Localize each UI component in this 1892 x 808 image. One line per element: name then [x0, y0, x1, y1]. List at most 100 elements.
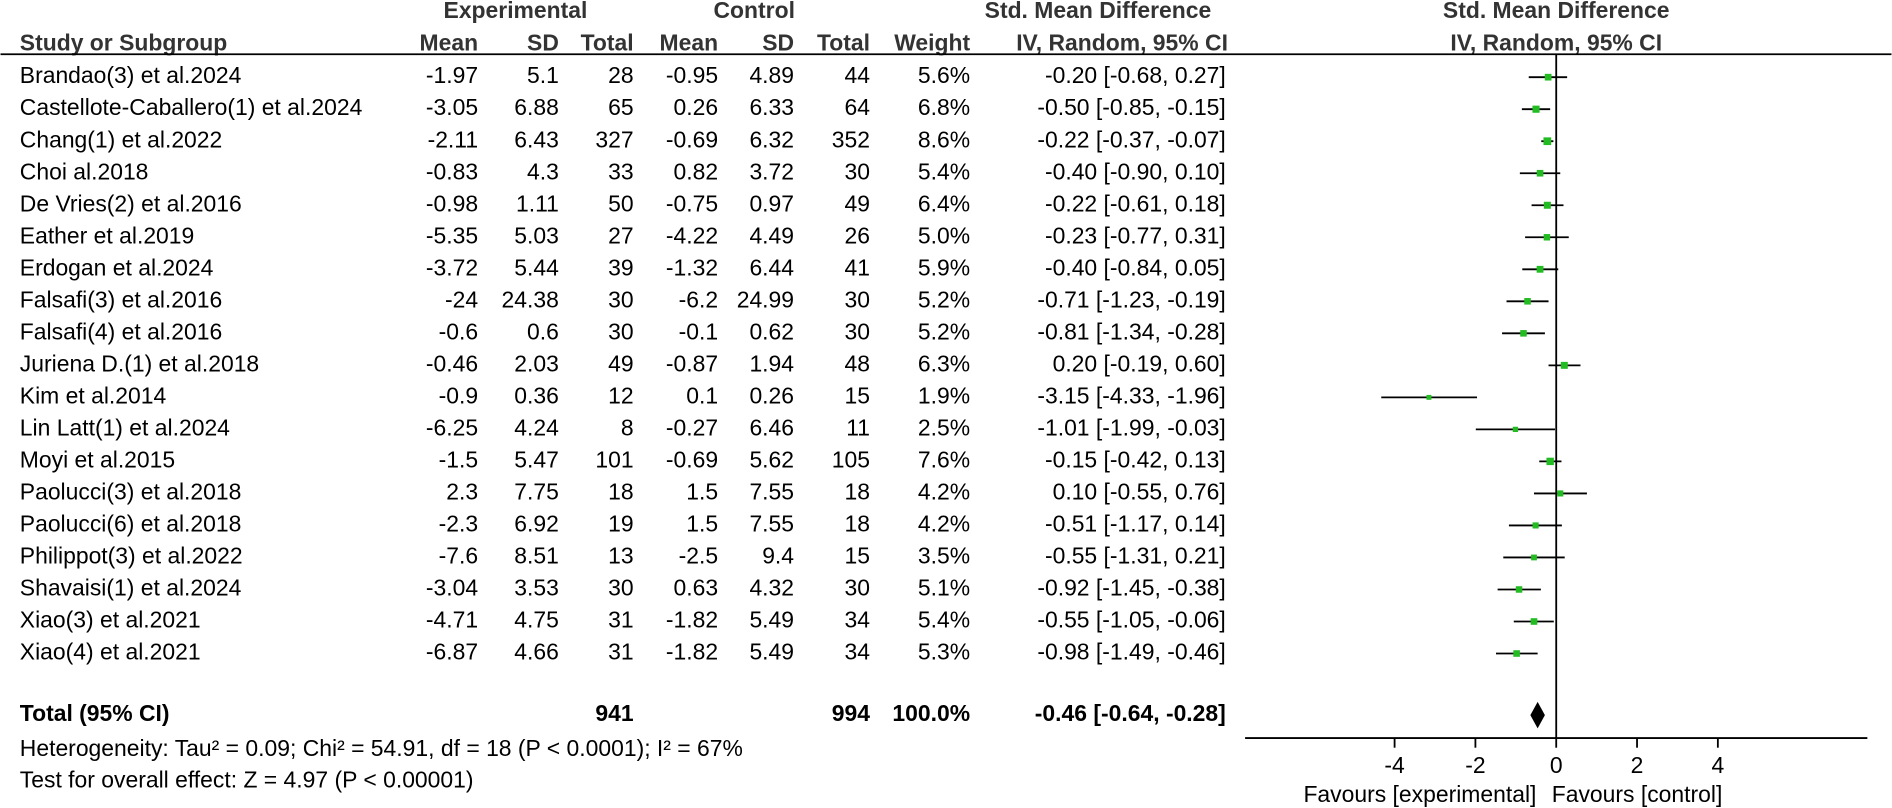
effect-marker — [1530, 618, 1538, 625]
x-tick-label: -2 — [1465, 752, 1485, 778]
table-cell: -0.87 — [666, 350, 718, 376]
table-cell: -0.98 [-1.49, -0.46] — [1037, 639, 1225, 665]
table-cell: 18 — [608, 478, 633, 504]
table-cell: 0.36 — [514, 382, 559, 408]
study-name: Kim et al.2014 — [20, 382, 167, 408]
table-cell: -0.40 [-0.90, 0.10] — [1045, 158, 1226, 184]
effect-marker — [1536, 265, 1544, 273]
table-cell: -0.27 — [666, 414, 718, 440]
table-cell: 6.92 — [514, 510, 559, 536]
effect-marker — [1531, 554, 1537, 561]
total-name: Total (95% CI) — [20, 700, 170, 726]
table-cell: 0.20 [-0.19, 0.60] — [1053, 350, 1226, 376]
table-cell: -5.35 — [426, 222, 478, 248]
table-cell: -0.69 — [666, 126, 718, 152]
table-cell: 30 — [608, 575, 633, 601]
table-cell: 6.88 — [514, 94, 559, 120]
table-cell: 4.2% — [918, 478, 970, 504]
table-cell: 6.44 — [749, 254, 794, 280]
table-cell: -4.22 — [666, 222, 718, 248]
favours-label: Favours [control] — [1552, 781, 1723, 807]
total-cell: 941 — [595, 700, 633, 726]
table-cell: 41 — [845, 254, 870, 280]
table-cell: -1.5 — [439, 446, 478, 472]
table-cell: 5.2% — [918, 286, 970, 312]
table-cell: -2.3 — [439, 510, 478, 536]
table-cell: 5.03 — [514, 222, 559, 248]
table-cell: -0.51 [-1.17, 0.14] — [1045, 510, 1226, 536]
table-cell: 18 — [845, 510, 870, 536]
effect-marker — [1543, 234, 1551, 241]
table-cell: -0.50 [-0.85, -0.15] — [1037, 94, 1225, 120]
table-cell: -0.23 [-0.77, 0.31] — [1045, 222, 1226, 248]
study-name: Paolucci(6) et al.2018 — [20, 510, 242, 536]
table-cell: 5.49 — [749, 639, 794, 665]
table-cell: 5.3% — [918, 639, 970, 665]
table-cell: 6.43 — [514, 126, 559, 152]
table-cell: -0.46 — [426, 350, 478, 376]
header: Total — [581, 30, 634, 56]
table-cell: 4.75 — [514, 607, 559, 633]
table-cell: -3.72 — [426, 254, 478, 280]
table-cell: 30 — [845, 318, 870, 344]
table-cell: 19 — [608, 510, 633, 536]
table-cell: 44 — [845, 62, 871, 88]
effect-marker — [1520, 330, 1527, 337]
table-cell: -3.15 [-4.33, -1.96] — [1037, 382, 1225, 408]
table-cell: 0.82 — [673, 158, 718, 184]
table-cell: 6.32 — [749, 126, 794, 152]
table-cell: -3.05 — [426, 94, 478, 120]
table-cell: -3.04 — [426, 575, 478, 601]
table-cell: -6.87 — [426, 639, 478, 665]
table-cell: -0.40 [-0.84, 0.05] — [1045, 254, 1226, 280]
table-cell: 7.75 — [514, 478, 559, 504]
header: Experimental — [444, 0, 588, 23]
table-cell: -1.32 — [666, 254, 718, 280]
effect-marker — [1543, 201, 1551, 209]
study-name: Erdogan et al.2024 — [20, 254, 214, 280]
table-cell: 2.5% — [918, 414, 970, 440]
table-cell: 1.9% — [918, 382, 970, 408]
effect-marker — [1426, 394, 1432, 400]
x-tick-label: 2 — [1631, 752, 1644, 778]
header: Mean — [660, 30, 719, 56]
table-cell: -0.92 [-1.45, -0.38] — [1037, 575, 1225, 601]
table-cell: 352 — [832, 126, 870, 152]
table-cell: 33 — [608, 158, 633, 184]
study-name: Falsafi(4) et al.2016 — [20, 318, 222, 344]
heterogeneity: Heterogeneity: Tau² = 0.09; Chi² = 54.91… — [20, 735, 743, 761]
table-cell: 50 — [608, 190, 633, 216]
header: Study or Subgroup — [20, 30, 227, 56]
study-name: Xiao(4) et al.2021 — [20, 639, 201, 665]
table-cell: -1.97 — [426, 62, 478, 88]
table-cell: 34 — [845, 639, 871, 665]
table-cell: -1.82 — [666, 639, 718, 665]
table-cell: -0.22 [-0.61, 0.18] — [1045, 190, 1226, 216]
table-cell: 65 — [608, 94, 633, 120]
table-cell: 5.49 — [749, 607, 794, 633]
table-cell: 30 — [845, 158, 870, 184]
effect-marker — [1524, 298, 1531, 305]
table-cell: 24.38 — [502, 286, 559, 312]
table-cell: -4.71 — [426, 607, 478, 633]
table-cell: 30 — [845, 286, 870, 312]
table-cell: 5.4% — [918, 158, 970, 184]
table-cell: 48 — [845, 350, 870, 376]
table-cell: -0.69 — [666, 446, 718, 472]
table-cell: 12 — [608, 382, 633, 408]
table-cell: 0.1 — [686, 382, 718, 408]
table-cell: 8.51 — [514, 543, 559, 569]
table-cell: 30 — [608, 318, 633, 344]
table-cell: 4.3 — [527, 158, 559, 184]
table-cell: 49 — [845, 190, 870, 216]
table-cell: -0.81 [-1.34, -0.28] — [1037, 318, 1225, 344]
effect-marker — [1543, 137, 1552, 146]
table-cell: 6.3% — [918, 350, 970, 376]
table-cell: 4.89 — [749, 62, 794, 88]
table-cell: -0.95 — [666, 62, 718, 88]
table-cell: 4.32 — [749, 575, 794, 601]
table-cell: 7.6% — [918, 446, 970, 472]
table-cell: -1.82 — [666, 607, 718, 633]
